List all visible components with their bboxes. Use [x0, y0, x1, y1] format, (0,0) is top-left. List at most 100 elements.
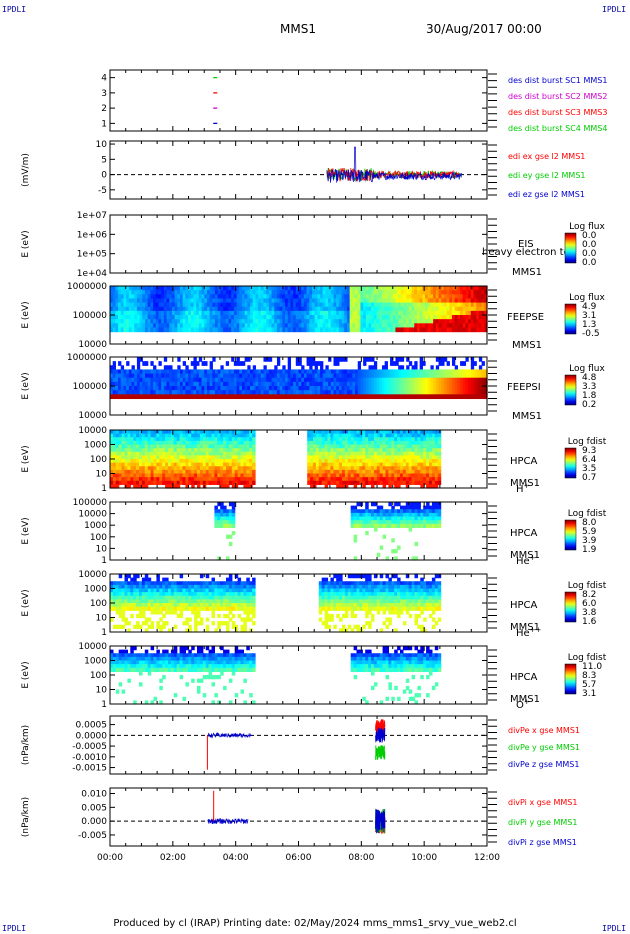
- feepse-cell: [271, 306, 275, 312]
- hpca_h-cell: [110, 440, 114, 446]
- feepse-cell: [306, 298, 310, 304]
- hpca_h-cell: [141, 462, 146, 467]
- feepse-cell: [225, 302, 230, 308]
- feepsi-cell: [255, 394, 259, 400]
- feepsi-cell: [201, 369, 205, 375]
- feepsi-cell: [427, 390, 432, 395]
- feepse-cell: [209, 290, 213, 295]
- feepse-cell: [204, 315, 208, 320]
- feepse-cell: [204, 294, 208, 300]
- feepsi-cell: [398, 365, 402, 371]
- feepsi-cell: [387, 377, 391, 383]
- hpca_he-cell: [226, 512, 230, 518]
- feepsi-cell: [419, 365, 423, 371]
- feepse-cell: [128, 323, 133, 329]
- hpca_h-cell: [156, 477, 160, 482]
- feepsi-cell: [333, 377, 337, 383]
- hpca_h-cell: [220, 462, 224, 467]
- feepse-cell: [268, 327, 273, 333]
- hpca_he-cell: [391, 549, 395, 554]
- feepsi-cell: [336, 357, 340, 362]
- hpca_h-cell: [170, 448, 175, 453]
- hpca_h-cell: [397, 469, 401, 475]
- feepse-cell: [416, 310, 421, 316]
- feepsi-cell: [247, 357, 251, 362]
- hpca_h-cell: [252, 451, 256, 456]
- feepse-cell: [311, 327, 316, 333]
- feepsi-cell: [311, 377, 316, 383]
- hpca_h-cell: [150, 430, 155, 435]
- feepsi-cell: [403, 373, 407, 379]
- feepse-cell: [177, 286, 181, 291]
- feepse-cell: [188, 319, 192, 324]
- feepsi-cell: [433, 369, 437, 375]
- feepse-cell: [136, 298, 141, 304]
- feepse-cell: [110, 286, 114, 291]
- hpca_he-cell: [373, 520, 378, 525]
- feepsi-cell: [336, 394, 340, 400]
- hpca_h-cell: [437, 480, 442, 485]
- feepsi-cell: [338, 390, 343, 395]
- hpca_he-cell: [228, 534, 233, 539]
- feepse-cell: [403, 298, 407, 304]
- feepse-cell: [147, 294, 151, 300]
- feepsi-cell: [247, 377, 251, 383]
- hpca_he-cell: [431, 520, 436, 525]
- feepsi-cell: [311, 390, 316, 395]
- feepse-cell: [441, 315, 445, 320]
- feepse-cell: [476, 315, 480, 320]
- hpca_h-cell: [214, 430, 218, 435]
- hpca_h-cell: [313, 451, 317, 456]
- hpca_h-cell: [342, 477, 346, 482]
- feepse-cell: [400, 290, 405, 295]
- feepse-cell: [476, 306, 480, 312]
- feepsi-cell: [330, 369, 335, 375]
- feepsi-cell: [306, 386, 310, 391]
- feepse-cell: [443, 323, 448, 329]
- feepsi-cell: [314, 394, 318, 400]
- hpca_h-cell: [344, 448, 349, 453]
- hpca_he-cell: [365, 520, 369, 525]
- feepse-cell: [169, 315, 173, 320]
- feepse-cell: [311, 310, 316, 316]
- feepsi-cell: [411, 373, 415, 379]
- feepsi-cell: [258, 369, 262, 375]
- feepse-cell: [320, 315, 324, 320]
- feepsi-cell: [128, 390, 133, 395]
- feepsi-cell: [290, 373, 294, 379]
- hpca_h-cell: [197, 444, 201, 449]
- burst-ytick-label: 4: [101, 74, 107, 84]
- hpca_h-cell: [188, 477, 192, 482]
- feepsi-cell: [217, 390, 221, 395]
- feepsi-cell: [247, 381, 251, 387]
- hpca_h-cell: [402, 455, 407, 460]
- feepsi-cell: [338, 373, 343, 379]
- hpca_he-cell: [350, 512, 355, 518]
- feepse-cell: [306, 294, 310, 300]
- feepsi-cell: [341, 381, 345, 387]
- hpca_h-cell: [197, 430, 201, 435]
- hpca_h-cell: [231, 448, 236, 453]
- hpca_h-cell: [112, 473, 117, 478]
- feepse-cell: [468, 294, 472, 300]
- feepse-cell: [282, 327, 286, 333]
- feepsi-cell: [177, 390, 181, 395]
- feepse-cell: [268, 290, 273, 295]
- hpca_h-cell: [159, 459, 163, 464]
- feepse-cell: [379, 302, 383, 308]
- hpca_h-cell: [347, 477, 352, 482]
- feepsi-cell: [166, 386, 170, 391]
- feepse-cell: [460, 323, 464, 329]
- hpca_h-cell: [118, 480, 123, 485]
- feepse-cell: [400, 315, 405, 320]
- hpca_h-cell: [405, 484, 410, 489]
- feepsi-cell: [363, 377, 367, 383]
- feepse-cell: [166, 286, 170, 291]
- hpca_h-cell: [115, 448, 120, 453]
- hpca_h-cell: [217, 480, 221, 485]
- feepse-cell: [177, 327, 181, 333]
- feepsi-cell: [371, 373, 375, 379]
- feepsi-cell: [225, 394, 230, 400]
- hpca_h-cell: [327, 444, 331, 449]
- hpca_h-cell: [118, 469, 123, 475]
